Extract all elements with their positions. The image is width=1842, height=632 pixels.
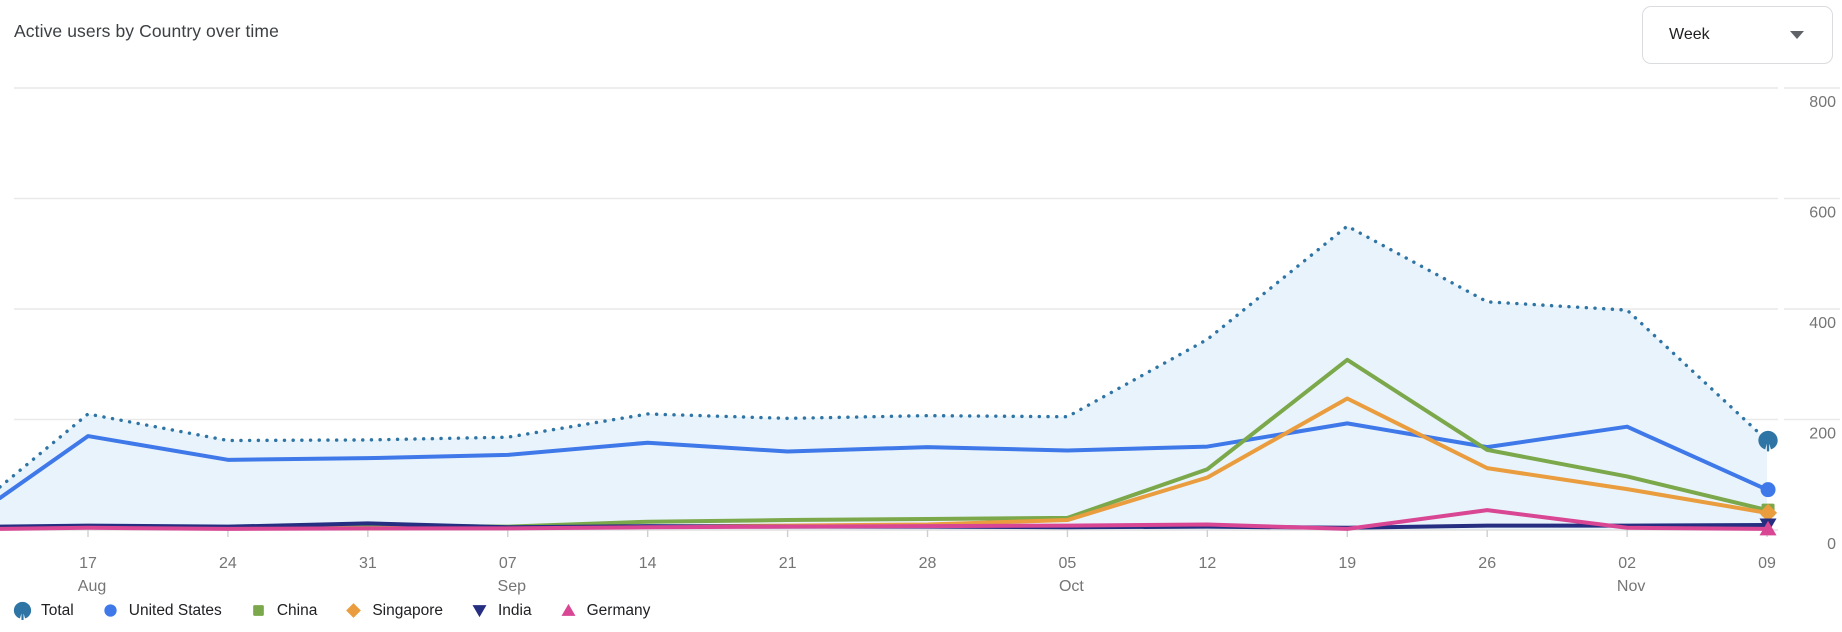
triangle-up-icon [561,603,576,616]
x-axis-label-day: 17 [79,555,97,572]
series-end-marker-total [1758,430,1778,452]
chart-legend: Total United States China Singapore India Ger… [13,601,650,620]
x-axis-label-month: Sep [498,578,527,595]
x-axis-label-day: 09 [1758,555,1776,572]
chart-plot-area: 0 200 400 600 800 17 Aug 24 31 07 Sep 14 21 28 05 Oct 12… [0,87,1840,595]
series-end-marker-germany [1759,520,1777,536]
x-axis-label-day: 07 [499,555,517,572]
series-line-united-states [0,421,1770,500]
legend-marker-singapore [346,603,362,618]
legend-item-germany: Germany [559,601,651,620]
square-icon [252,605,264,616]
x-axis-label-day: 19 [1338,555,1356,572]
series-line-germany [0,508,1770,531]
legend-item-total: Total [13,601,74,620]
interval-dropdown[interactable]: Week [1642,6,1833,64]
x-axis-label-day: 31 [359,555,377,572]
x-axis-label-day: 12 [1198,555,1216,572]
x-axis-label-month: Aug [78,578,106,595]
triangle-down-icon [472,605,487,618]
legend-item-singapore: Singapore [344,601,443,620]
y-axis-label-800: 800 [1809,94,1836,111]
y-axis-label-600: 600 [1809,205,1836,222]
legend-label: Germany [586,601,651,619]
legend-marker-united-states [104,604,117,617]
x-axis-label-day: 02 [1618,555,1636,572]
y-axis-label-400: 400 [1809,315,1836,332]
diamond-icon [346,603,362,618]
legend-label: Singapore [372,601,443,619]
x-axis-label-day: 24 [219,555,237,572]
x-axis-label-day: 14 [639,555,657,572]
series-end-marker-singapore [1759,503,1778,522]
x-axis-label-day: 05 [1059,555,1077,572]
fan-icon [13,601,32,620]
legend-label: China [276,601,318,619]
legend-marker-germany [561,603,576,616]
x-axis-label-month: Nov [1617,578,1645,595]
legend-label: Total [41,601,74,619]
legend-item-china: China [249,601,318,620]
circle-icon [104,604,117,617]
y-axis-label-200: 200 [1809,426,1836,443]
legend-marker-india [472,605,487,618]
chevron-down-icon [1790,31,1804,39]
x-axis-label-month: Oct [1059,578,1084,595]
x-axis-label-day: 28 [919,555,937,572]
legend-label: United States [128,601,222,619]
x-axis-label-day: 26 [1478,555,1496,572]
legend-item-india: India [470,601,532,620]
legend-marker-china [252,605,264,616]
y-axis-label-0: 0 [1827,536,1836,553]
series-end-marker-united-states [1760,482,1776,498]
series-line-total [0,224,1769,489]
chart-title: Active users by Country over time [14,21,279,41]
legend-label: India [497,601,532,619]
x-axis-label-day: 21 [779,555,797,572]
legend-item-united-states: United States [101,601,222,620]
total-area-fill [0,226,1768,530]
legend-marker-total [13,601,32,620]
interval-dropdown-value: Week [1669,26,1710,43]
